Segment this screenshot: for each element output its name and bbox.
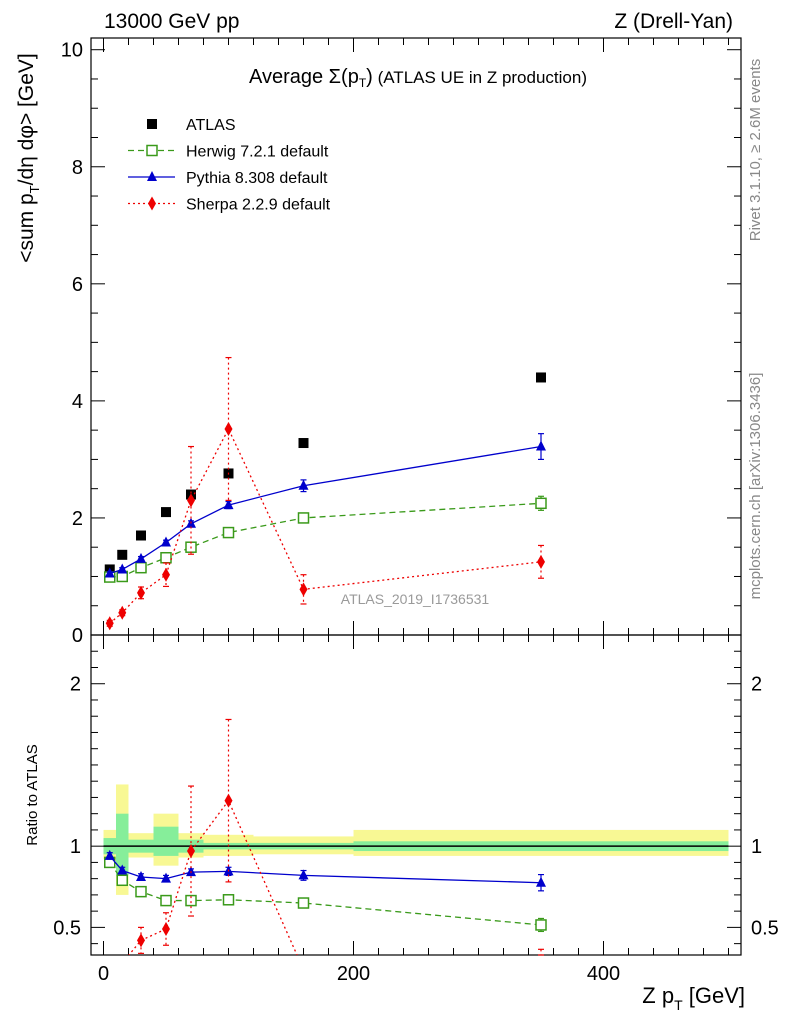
series-line (128, 799, 298, 955)
x-axis-title: Z pT [GeV] (642, 983, 745, 1013)
data-point (536, 372, 546, 383)
data-point (535, 919, 547, 931)
data-point (224, 793, 233, 808)
data-point (161, 536, 171, 547)
y-tick-label: 1 (70, 836, 81, 858)
legend-entry: Sherpa 2.2.9 default (128, 196, 331, 214)
legend-entry: Herwig 7.2.1 default (128, 144, 329, 161)
data-point (298, 869, 309, 880)
data-point (137, 933, 145, 948)
band-inner (116, 813, 129, 876)
lower-axis-ticks: 0 200 400 0.5 0.5 1 1 2 2 (53, 635, 779, 985)
data-point (185, 894, 197, 907)
legend-entry: Pythia 8.308 default (128, 170, 328, 187)
data-point (118, 605, 127, 620)
reference-tag: ATLAS_2019_I1736531 (341, 591, 490, 607)
data-point (105, 616, 114, 631)
x-tick-label: 400 (587, 963, 620, 985)
band-inner (153, 826, 179, 856)
lower-panel-frame (90, 634, 742, 956)
data-point (222, 526, 235, 539)
lower-series (104, 856, 547, 933)
y-tick-label: 2 (70, 674, 81, 696)
data-point (117, 549, 128, 560)
data-point (536, 440, 546, 451)
upper-axis-ticks: 0 2 4 6 8 10 (61, 38, 741, 647)
upper-y-axis-title: <sum pT/dη dφ> [GeV] (15, 53, 42, 263)
mcplots-label: mcplots.cern.ch [arXiv:1306.3436] (747, 373, 764, 600)
legend-label: Herwig 7.2.1 default (186, 144, 329, 161)
data-point (135, 561, 147, 574)
y-tick-label: 1 (751, 836, 762, 858)
data-point (299, 582, 308, 597)
data-point (187, 844, 195, 859)
legend-marker (147, 119, 157, 129)
data-point (187, 493, 195, 508)
data-point (161, 872, 171, 883)
x-tick-label: 200 (337, 963, 370, 985)
lower-series-layer (104, 718, 547, 956)
rivet-label: Rivet 3.1.10, ≥ 2.6M events (747, 59, 764, 242)
data-point (536, 876, 546, 887)
y-tick-label: 10 (61, 40, 83, 62)
data-point (535, 497, 547, 510)
data-point (224, 421, 233, 436)
legend-label: Pythia 8.308 default (186, 170, 328, 187)
upper-series (105, 356, 545, 631)
data-point (162, 567, 170, 582)
y-tick-label: 4 (72, 391, 83, 413)
data-point (136, 552, 146, 563)
y-tick-label: 6 (72, 274, 83, 296)
data-point (223, 499, 234, 510)
data-point (222, 894, 235, 906)
y-tick-label: 0.5 (751, 917, 779, 939)
data-point (537, 554, 545, 569)
plot-title: Average Σ(pT) (ATLAS UE in Z production) (249, 66, 587, 90)
series-line (109, 445, 542, 575)
data-point (136, 530, 146, 541)
data-point (137, 585, 145, 600)
data-point (297, 897, 310, 909)
data-point (298, 479, 309, 490)
data-point (135, 885, 147, 898)
series-line (109, 427, 542, 624)
series-line (109, 502, 542, 578)
data-point (117, 563, 128, 574)
y-tick-label: 2 (72, 508, 83, 530)
x-tick-label: 0 (98, 963, 109, 985)
data-point (161, 507, 171, 518)
lower-series (128, 718, 544, 956)
legend-marker (148, 196, 156, 211)
legend-entry: ATLAS (147, 117, 236, 134)
data-point (298, 438, 309, 449)
upper-series-layer (104, 356, 547, 631)
header-left: 13000 GeV pp (104, 10, 239, 33)
legend: ATLAS Herwig 7.2.1 default Pythia 8.308 de… (128, 117, 331, 214)
lower-series (104, 849, 546, 892)
data-point (104, 849, 115, 860)
y-tick-label: 0.5 (53, 917, 81, 939)
legend-label: Sherpa 2.2.9 default (186, 197, 331, 214)
lower-y-axis-title: Ratio to ATLAS (24, 744, 41, 845)
y-tick-label: 0 (72, 625, 83, 647)
data-point (104, 567, 115, 578)
data-point (160, 551, 172, 564)
data-point (297, 512, 310, 524)
upper-series (104, 372, 546, 575)
data-point (117, 864, 128, 875)
data-point (136, 871, 146, 882)
legend-label: ATLAS (186, 117, 236, 134)
header-right: Z (Drell-Yan) (614, 10, 733, 33)
legend-marker (147, 171, 157, 181)
data-point (116, 874, 128, 887)
series-line (109, 862, 542, 926)
data-point (160, 894, 172, 907)
legend-marker (146, 144, 158, 157)
data-point (162, 922, 170, 937)
y-tick-label: 8 (72, 157, 83, 179)
y-tick-label: 2 (751, 674, 762, 696)
